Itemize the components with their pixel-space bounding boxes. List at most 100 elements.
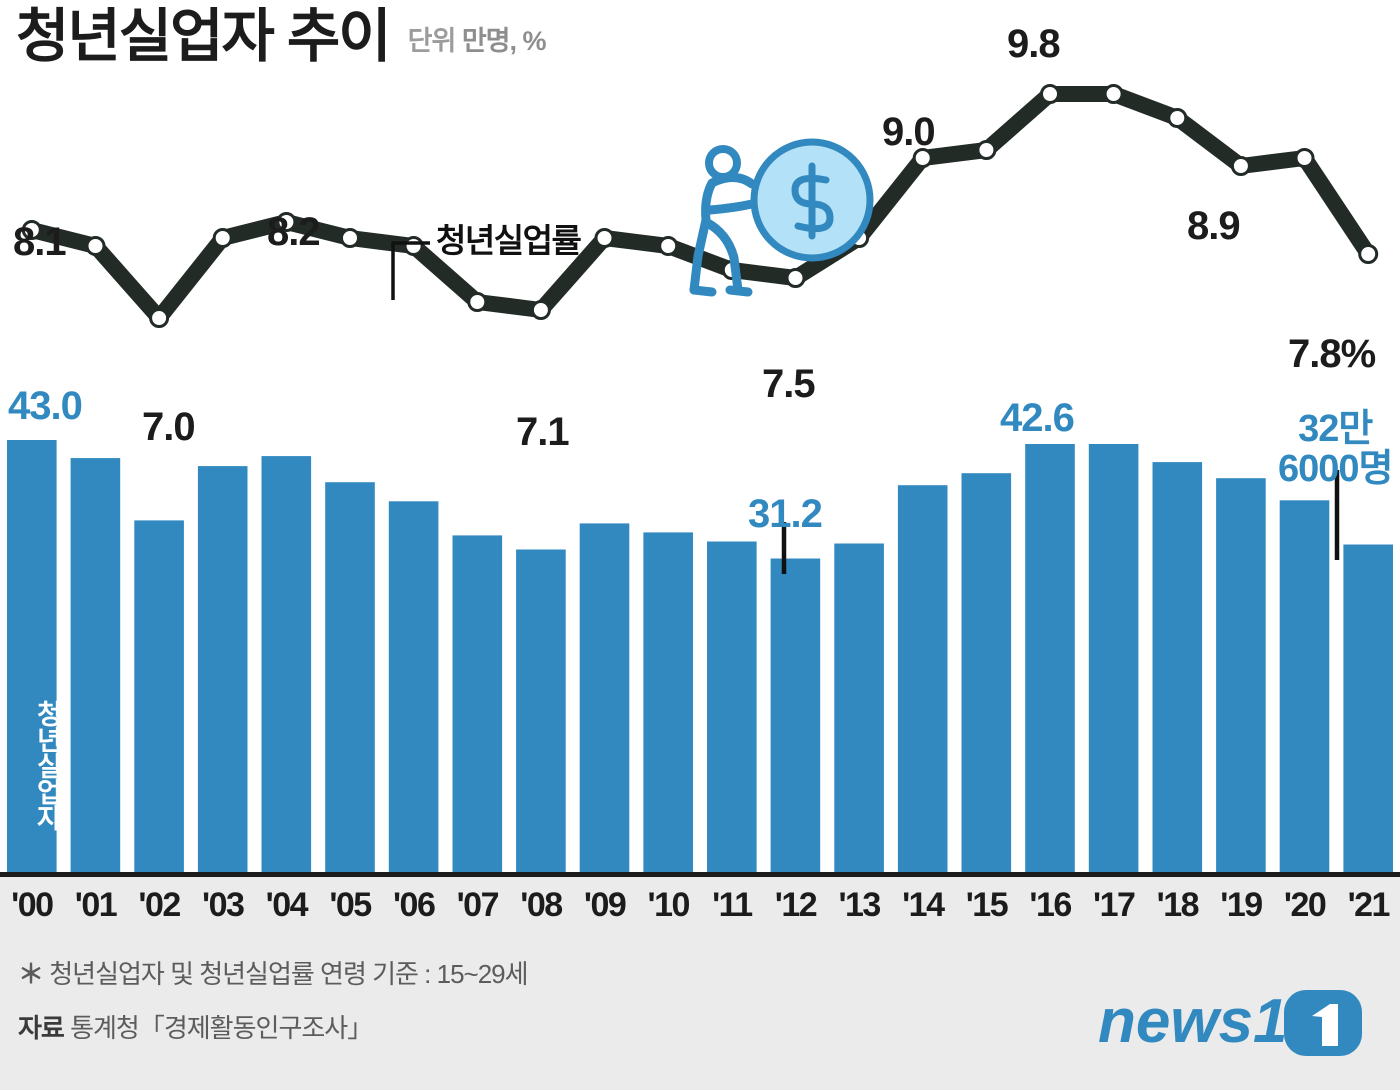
bar-2021 [1343, 544, 1393, 872]
x-tick-2006: '06 [392, 886, 436, 924]
line-point-2010 [658, 236, 679, 256]
line-point-2012 [785, 268, 806, 288]
bar-2018 [1152, 462, 1203, 872]
x-tick-2010: '10 [647, 886, 691, 924]
bar-2002 [134, 520, 184, 872]
line-point-2015 [976, 140, 997, 160]
person-pushing-coin-icon [689, 138, 874, 297]
source-key: 자료 [18, 1013, 65, 1043]
bar-2011 [707, 541, 757, 872]
source-note: 자료 통계청「경제활동인구조사」 [18, 1008, 373, 1045]
line-point-2009 [594, 228, 615, 248]
x-tick-2009: '09 [583, 886, 627, 924]
bar-2008 [516, 549, 566, 872]
bar-label-2021: 32만 6000명 [1278, 409, 1393, 490]
line-label-2021: 7.8% [1288, 332, 1376, 376]
x-axis: '00 '01 '02 '03 '04 '05 '06 '07 '08 '09 '10 '11 '12 '… [0, 872, 1400, 934]
line-point-2001 [85, 236, 106, 256]
unit-value: 만명, % [461, 26, 547, 56]
bar-label-2012: 31.2 [748, 492, 823, 536]
bar-2019 [1216, 478, 1266, 872]
line-series-label: 청년실업률 [436, 222, 582, 259]
line-label-2008: 7.1 [516, 410, 570, 454]
person-feet [689, 285, 753, 297]
x-tick-2008: '08 [520, 886, 563, 924]
person-torso [689, 178, 717, 295]
bar-2005 [325, 482, 375, 872]
x-tick-2003: '03 [202, 886, 245, 924]
bar-2012 [770, 558, 821, 872]
bar-2015 [961, 473, 1012, 872]
bar-2017 [1088, 444, 1139, 872]
x-tick-2016: '16 [1029, 886, 1072, 924]
line-point-2021 [1358, 244, 1379, 264]
bar-2004 [261, 456, 312, 872]
bar-series-vertical-label: 청년실업자 [32, 700, 62, 830]
line-point-2018 [1167, 108, 1188, 128]
x-tick-2020: '20 [1283, 886, 1327, 924]
bar-2020 [1279, 500, 1330, 872]
line-point-2017 [1103, 84, 1124, 104]
line-point-2005 [340, 228, 360, 248]
x-tick-2019: '19 [1220, 886, 1263, 924]
line-label-2000: 8.1 [13, 220, 67, 264]
bar-2014 [897, 485, 948, 872]
news1-logo: news1 [1098, 987, 1362, 1056]
x-tick-2013: '13 [838, 886, 881, 924]
bar-label-2016: 42.6 [1000, 396, 1075, 440]
line-path [23, 86, 1377, 326]
bar-label-2000: 43.0 [8, 384, 83, 428]
x-tick-2014: '14 [902, 886, 945, 924]
bar-2000 [7, 440, 57, 872]
line-point-2014 [912, 148, 933, 168]
source-text: 통계청「경제활동인구조사」 [70, 1013, 373, 1043]
bar-2006 [388, 501, 439, 872]
line-label-2012: 7.5 [762, 362, 816, 406]
line-series-leader [391, 241, 430, 300]
line-label-2004: 8.2 [267, 210, 321, 254]
x-tick-2004: '04 [265, 886, 309, 924]
news1-logo-text: news1 [1098, 987, 1288, 1056]
bar-2001 [70, 458, 121, 872]
x-tick-2015: '15 [965, 886, 1009, 924]
x-tick-2017: '17 [1093, 886, 1136, 924]
x-tick-2000: '00 [11, 886, 54, 924]
bar-label-2021-line2: 6000명 [1278, 447, 1393, 490]
line-point-2016 [1040, 84, 1060, 104]
line-point-2019 [1230, 156, 1251, 176]
x-tick-2007: '07 [456, 886, 500, 924]
footnote-text: 청년실업자 및 청년실업률 연령 기준 : 15~29세 [49, 959, 528, 989]
line-label-2016: 9.8 [1007, 22, 1061, 66]
footnote-star: ＊ [18, 959, 44, 989]
line-point-2004 [276, 212, 297, 232]
x-tick-2011: '11 [712, 886, 753, 924]
bar-2003 [197, 466, 248, 872]
page-title: 청년실업자 추이 [16, 4, 392, 69]
x-tick-2002: '02 [138, 886, 181, 924]
person-arm-upper [709, 173, 757, 189]
person-leg-front [701, 217, 743, 295]
line-point-2007 [467, 292, 488, 312]
line-point-2003 [212, 228, 233, 248]
line-label-2019: 8.9 [1187, 204, 1241, 248]
person-arm-lower [705, 199, 757, 215]
line-point-2020 [1294, 148, 1315, 168]
chart-footer: ＊ 청년실업자 및 청년실업률 연령 기준 : 15~29세 자료 통계청「경제… [0, 934, 1400, 1090]
chart-plot-area [7, 84, 1393, 872]
bar-2016 [1025, 444, 1075, 872]
x-tick-2001: '01 [74, 886, 118, 924]
news1-logo-one [1312, 1004, 1338, 1046]
chart-header: 청년실업자 추이 단위 만명, % [16, 4, 547, 69]
bar-2007 [452, 535, 503, 872]
x-tick-2012: '12 [774, 886, 818, 924]
unit-subtitle: 단위 만명, % [407, 19, 547, 66]
unit-label: 단위 [407, 26, 457, 56]
bar-series [7, 440, 1393, 872]
footnote: ＊ 청년실업자 및 청년실업률 연령 기준 : 15~29세 [18, 954, 529, 991]
line-label-2014: 9.0 [882, 110, 936, 154]
x-axis-ticks: '00 '01 '02 '03 '04 '05 '06 '07 '08 '09 '10 '11 '12 '… [0, 877, 1400, 934]
chart-svg [7, 84, 1393, 872]
line-point-2000 [21, 220, 42, 240]
line-point-2008 [530, 300, 551, 320]
